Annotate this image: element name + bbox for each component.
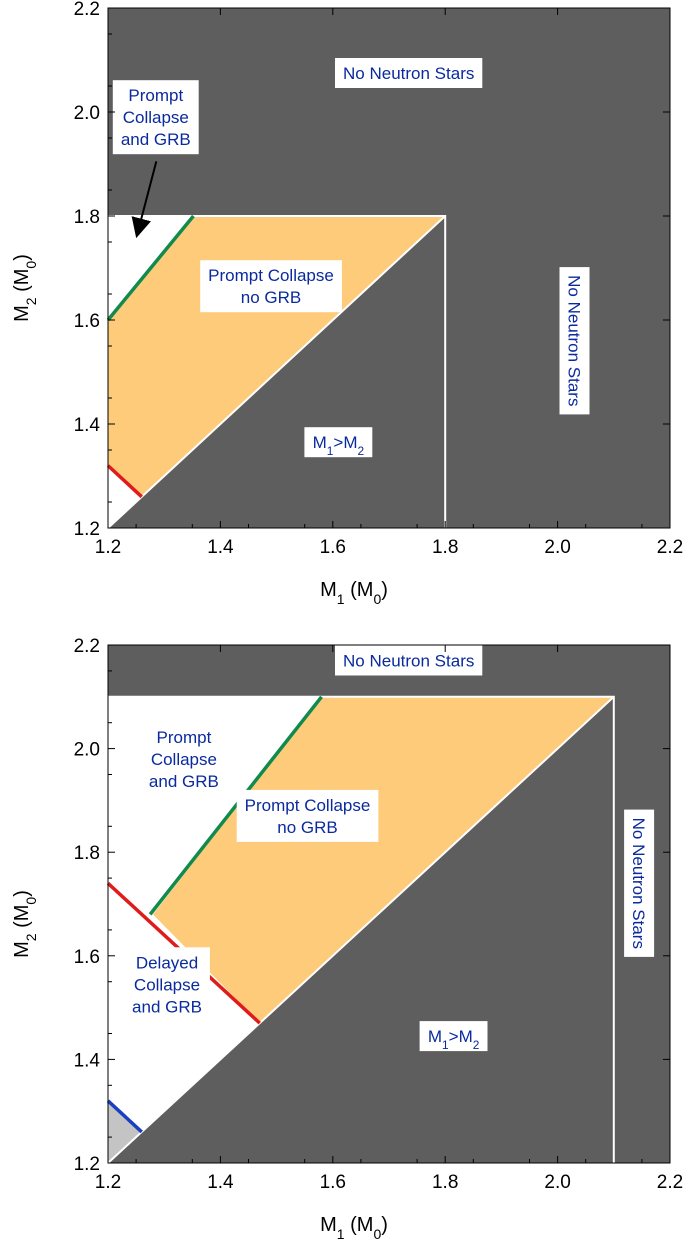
label-line: No Neutron Stars	[343, 64, 474, 83]
label-line: Prompt	[128, 86, 183, 105]
y-axis-label: M2 (M0)	[11, 890, 39, 958]
x-axis-label: M1 (M0)	[320, 579, 388, 607]
threshold-line-2	[106, 464, 143, 499]
x-tick-label: 2.0	[544, 1172, 570, 1193]
y-tick-label: 2.0	[74, 740, 100, 761]
label-box	[124, 947, 210, 1022]
label-delayed-collapse-and-grb: Delayed Collapse and GRB	[124, 947, 210, 1022]
label-prompt-collapse-no-grb: Prompt Collapse no GRB	[236, 789, 379, 842]
x-tick-label: 1.2	[95, 1172, 121, 1193]
y-tick-label: 1.4	[74, 415, 101, 436]
x-tick-label: 1.6	[320, 537, 346, 558]
region-prompt-collapse-no-grb	[153, 696, 614, 1024]
label-box	[335, 645, 483, 676]
label-no-neutron-stars: No Neutron Stars	[559, 267, 590, 415]
label-line: Collapse	[151, 750, 217, 769]
label-box	[200, 260, 342, 313]
equal-mass-diagonal	[107, 696, 615, 1164]
label-no-neutron-stars: No Neutron Stars	[624, 809, 655, 957]
label-line: Prompt Collapse	[208, 266, 334, 285]
x-tick-label: 2.0	[544, 537, 570, 558]
label-line: no GRB	[241, 288, 301, 307]
label-line: Delayed	[136, 953, 198, 972]
label-line: Collapse	[134, 975, 200, 994]
label-line: No Neutron Stars	[343, 652, 474, 671]
x-tick-label: 2.2	[657, 1172, 683, 1193]
y-tick-label: 1.6	[74, 947, 100, 968]
y-tick-label: 1.8	[74, 843, 100, 864]
y-tick-label: 1.2	[74, 1154, 100, 1175]
x-tick-label: 1.4	[207, 1172, 234, 1193]
label-box	[304, 427, 373, 458]
label-line: Collapse	[123, 108, 189, 127]
label-box	[335, 58, 483, 88]
threshold-line-3	[106, 1099, 143, 1134]
label-box	[112, 80, 199, 155]
label-line: M1>M2	[428, 1027, 480, 1052]
y-tick-label: 2.2	[74, 0, 100, 20]
label-m1-m2: M1>M2	[419, 1021, 488, 1052]
x-tick-label: 1.8	[432, 1172, 458, 1193]
y-tick-label: 1.4	[74, 1050, 101, 1071]
plot-frame	[107, 644, 671, 1164]
label-box	[140, 722, 227, 796]
label-line: No Neutron Stars	[565, 275, 584, 406]
label-line: no GRB	[277, 818, 337, 837]
y-tick-label: 2.0	[74, 103, 100, 124]
region-no-neutron-stars	[108, 8, 670, 528]
x-tick-label: 1.6	[320, 1172, 346, 1193]
label-prompt-collapse-and-grb: Prompt Collapse and GRB	[140, 722, 227, 796]
equal-mass-diagonal	[107, 215, 446, 529]
label-box	[419, 1021, 488, 1052]
threshold-line-1	[148, 695, 323, 916]
label-box	[624, 809, 655, 957]
y-axis-label: M2 (M0)	[11, 254, 39, 322]
x-tick-label: 1.2	[95, 537, 121, 558]
label-line: and GRB	[121, 130, 191, 149]
label-prompt-collapse-no-grb: Prompt Collapse no GRB	[200, 260, 342, 313]
arrow	[131, 161, 158, 239]
x-axis-label: M1 (M0)	[320, 1214, 388, 1242]
label-no-neutron-stars: No Neutron Stars	[335, 58, 483, 88]
label-line: and GRB	[149, 772, 219, 791]
y-tick-label: 2.2	[74, 636, 100, 657]
label-line: No Neutron Stars	[629, 818, 648, 949]
label-no-neutron-stars: No Neutron Stars	[335, 645, 483, 676]
y-tick-label: 1.8	[74, 207, 100, 228]
y-tick-label: 1.2	[74, 519, 100, 540]
label-line: Prompt Collapse	[245, 796, 371, 815]
region-prompt-collapse-no-grb	[108, 216, 446, 497]
label-box	[559, 267, 590, 415]
threshold-line-1	[106, 214, 195, 322]
label-m1-m2: M1>M2	[304, 427, 373, 458]
region-small-corner	[108, 1100, 142, 1163]
label-prompt-collapse-and-grb: Prompt Collapse and GRB	[112, 80, 199, 155]
plot-frame	[107, 7, 671, 529]
x-tick-label: 1.4	[207, 537, 234, 558]
label-box	[236, 789, 379, 842]
y-tick-label: 1.6	[74, 311, 100, 332]
label-line: M1>M2	[313, 433, 365, 458]
label-line: and GRB	[132, 997, 202, 1016]
label-line: Prompt	[157, 728, 212, 747]
x-tick-label: 1.8	[432, 537, 458, 558]
x-tick-label: 2.2	[657, 537, 683, 558]
